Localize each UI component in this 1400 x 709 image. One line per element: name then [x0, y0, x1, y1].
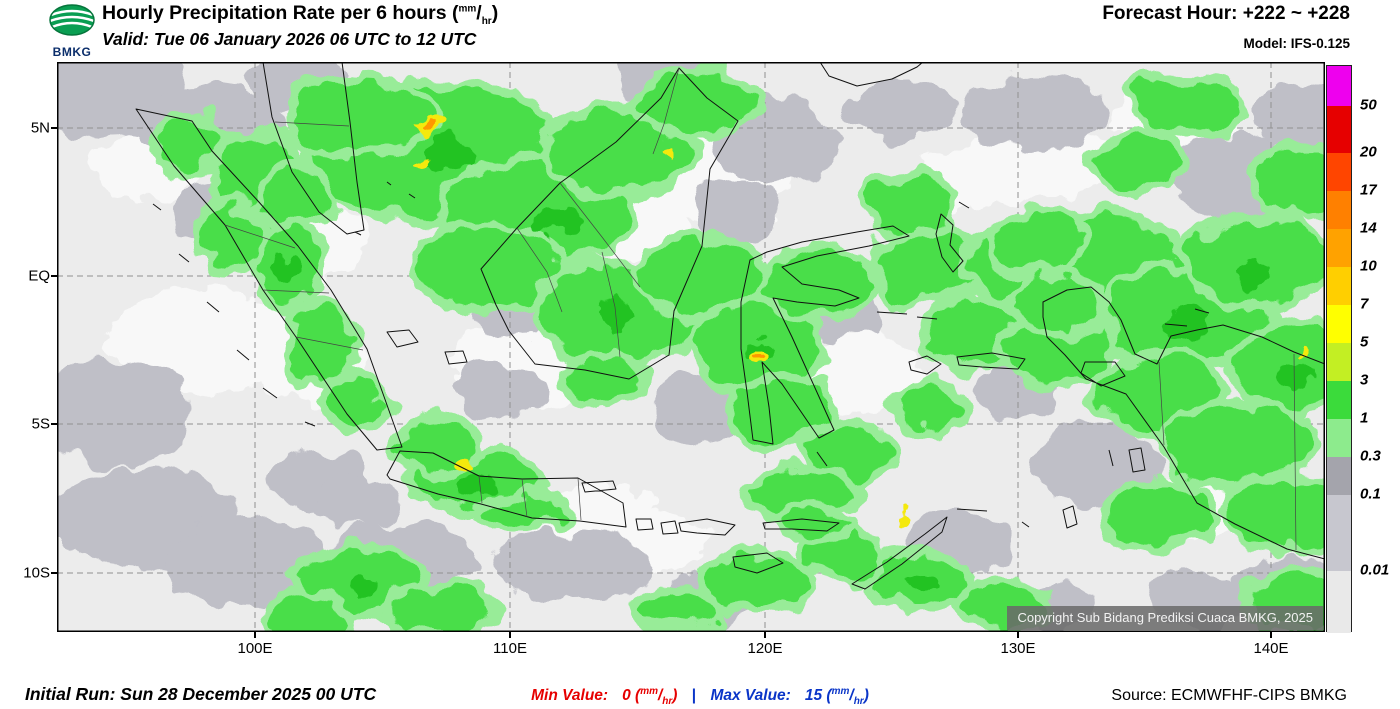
- max-value: Max Value: 15 (mm/hr): [710, 686, 869, 708]
- model-label: Model: IFS-0.125: [1243, 36, 1350, 51]
- lat-tick: [51, 127, 57, 129]
- admin-borders: [224, 67, 1297, 551]
- legend-label: 17: [1360, 181, 1377, 199]
- legend-cell: [1327, 305, 1351, 343]
- coastlines: [135, 62, 1325, 590]
- map-frame: [57, 62, 1325, 632]
- bmkg-logo-icon: [49, 4, 95, 36]
- page-title: Hourly Precipitation Rate per 6 hours (m…: [102, 2, 499, 27]
- legend-label: 14: [1360, 219, 1377, 237]
- legend-label: 50: [1360, 96, 1377, 114]
- legend-cell: [1327, 457, 1351, 495]
- minmax-values: Min Value: 0 (mm/hr) | Max Value: 15 (mm/h…: [440, 686, 960, 707]
- legend-label: 20: [1360, 143, 1377, 161]
- legend-label: 7: [1360, 295, 1369, 313]
- legend-cell: [1327, 191, 1351, 229]
- valid-time-label: Valid: Tue 06 January 2026 06 UTC to 12 …: [102, 29, 477, 49]
- legend-label: 3: [1360, 371, 1369, 389]
- min-value: Min Value: 0 (mm/hr): [531, 686, 678, 708]
- lat-tick: [51, 423, 57, 425]
- legend-cell: [1327, 106, 1351, 153]
- rain-darkgreen-layer: [275, 137, 1312, 594]
- rain-green-layer: [149, 64, 1325, 632]
- lon-tick: [509, 632, 511, 638]
- lat-label-eq: EQ: [28, 267, 50, 285]
- legend-label: 0.01: [1360, 561, 1390, 579]
- precipitation-map: [57, 62, 1325, 632]
- lon-label-140e: 140E: [1253, 640, 1289, 657]
- lon-tick: [1017, 632, 1019, 638]
- color-scale-bar: [1326, 65, 1352, 633]
- lon-tick: [254, 632, 256, 638]
- legend-label: 10: [1360, 257, 1377, 275]
- lon-tick: [1270, 632, 1272, 638]
- legend-label: 5: [1360, 333, 1369, 351]
- lat-tick: [51, 572, 57, 574]
- legend-cell: [1327, 381, 1351, 419]
- legend-cell: [1327, 229, 1351, 267]
- lon-label-120e: 120E: [747, 640, 783, 657]
- copyright-overlay: Copyright Sub Bidang Prediksi Cuaca BMKG…: [1007, 606, 1323, 630]
- legend-label: 0.3: [1360, 447, 1381, 465]
- lat-label-5s: 5S: [31, 415, 50, 433]
- lon-label-110e: 110E: [493, 640, 527, 657]
- lon-label-100e: 100E: [237, 640, 273, 657]
- rain-orange-layer: [423, 118, 761, 357]
- lon-tick: [764, 632, 766, 638]
- legend-cell: [1327, 66, 1351, 106]
- source-label: Source: ECMWFHF-CIPS BMKG: [1111, 687, 1347, 704]
- legend-cell: [1327, 343, 1351, 381]
- color-scale-legend: 50 20 17 14 10 7 5 3 1 0.3 0.1 0.01: [1326, 65, 1396, 633]
- initial-run-label: Initial Run: Sun 28 December 2025 00 UTC: [25, 684, 377, 704]
- bmkg-logo: BMKG: [46, 3, 98, 59]
- unit-fraction: mm/hr: [458, 2, 492, 27]
- legend-cell: [1327, 495, 1351, 571]
- legend-label: 1: [1360, 409, 1369, 427]
- legend-label: 0.1: [1360, 485, 1381, 503]
- lat-label-5n: 5N: [30, 119, 50, 137]
- legend-cell: [1327, 153, 1351, 191]
- legend-cell: [1327, 571, 1351, 633]
- lat-label-10s: 10S: [23, 564, 50, 582]
- lat-tick: [51, 275, 57, 277]
- bmkg-logo-label: BMKG: [52, 45, 92, 59]
- minmax-separator: |: [691, 687, 697, 705]
- legend-cell: [1327, 267, 1351, 305]
- legend-cell: [1327, 419, 1351, 457]
- forecast-hour-label: Forecast Hour: +222 ~ +228: [1102, 3, 1350, 24]
- lon-label-130e: 130E: [1000, 640, 1036, 657]
